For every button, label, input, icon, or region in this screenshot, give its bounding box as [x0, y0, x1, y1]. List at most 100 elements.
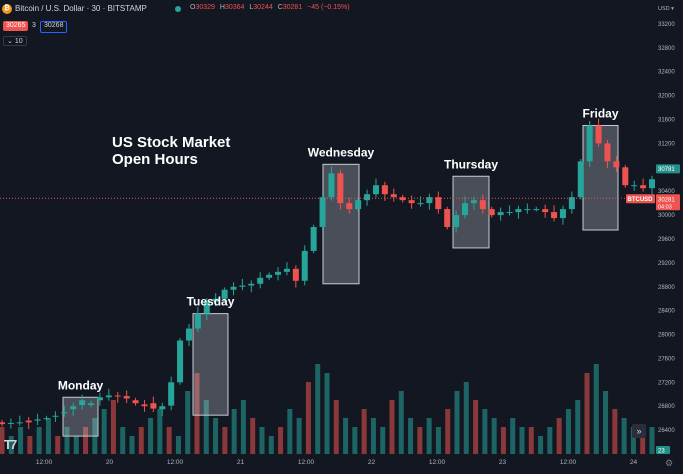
volume-bar	[203, 400, 209, 454]
volume-bar	[454, 391, 460, 454]
candle-body	[613, 161, 620, 168]
candle-body	[364, 194, 371, 201]
tradingview-logo: T7	[4, 437, 17, 452]
candle-body	[568, 197, 575, 210]
gear-icon[interactable]: ⚙	[665, 458, 674, 468]
session-label: Friday	[582, 106, 618, 120]
volume-bar	[380, 427, 386, 454]
candle-body	[0, 422, 5, 425]
y-tick-label: 30000	[658, 213, 675, 219]
candle-body	[622, 167, 629, 186]
candle-body	[453, 215, 460, 228]
other-price-badge	[656, 164, 680, 174]
volume-bar	[630, 427, 636, 454]
volume-bar	[8, 436, 14, 454]
candle-body	[515, 209, 522, 213]
last-price-label: 30281	[658, 197, 675, 203]
ohlc-readout: O30329 H30364 L30244 C30281 −45 (−0.15%)	[190, 4, 353, 11]
indicator-count: 10	[14, 38, 23, 45]
volume-bar	[64, 427, 70, 454]
high-value: 30364	[224, 4, 245, 11]
y-tick-label: 32000	[658, 94, 675, 100]
y-tick-label: 33200	[658, 22, 675, 28]
x-tick-label: 23	[499, 459, 507, 466]
candle-body	[141, 404, 148, 407]
candle-body	[150, 403, 157, 409]
candle-body	[408, 200, 415, 204]
last-price-badge	[656, 194, 680, 211]
candle-body	[444, 209, 451, 228]
volume-bar	[148, 418, 154, 454]
price-axis: USD ▾ 26400 26800 27200 27600 28000 28400 28800…	[658, 6, 675, 434]
y-tick-label: 29600	[658, 237, 675, 243]
high-key: H	[219, 4, 225, 11]
candle-body	[177, 340, 184, 383]
candle-body	[16, 422, 23, 424]
x-tick-label: 12:00	[560, 459, 577, 466]
volume-bar	[268, 436, 274, 454]
scroll-to-realtime-button[interactable]: »	[632, 424, 646, 438]
candle-body	[559, 209, 566, 219]
volume-bar	[361, 409, 367, 454]
low-key: L	[249, 4, 254, 11]
candle-body	[542, 209, 549, 213]
volume-bar	[352, 427, 358, 454]
candle-body	[551, 212, 558, 219]
volume-bar	[398, 391, 404, 454]
volume-bar	[36, 427, 42, 454]
candle-body	[52, 415, 59, 417]
bitcoin-icon: ₿	[2, 4, 12, 14]
candle-body	[586, 125, 593, 162]
volume-bar	[101, 409, 107, 454]
volume-bar	[120, 427, 126, 454]
candle-body	[328, 173, 335, 198]
volume-bar	[27, 436, 33, 454]
x-tick-label: 12:00	[167, 459, 184, 466]
candle-body	[524, 209, 531, 211]
candle-body	[123, 396, 130, 399]
candle-body	[168, 382, 175, 406]
volume-bar	[528, 427, 534, 454]
candle-body	[96, 397, 103, 401]
candle-body	[114, 395, 121, 397]
volume-bar	[129, 436, 135, 454]
candle-body	[105, 395, 112, 398]
x-tick-label: 12:00	[429, 459, 446, 466]
countdown-label: 04:03	[658, 204, 672, 210]
volume-bar	[175, 436, 181, 454]
volume-bar	[408, 418, 414, 454]
bid-price[interactable]: 30265	[3, 21, 29, 31]
candle-body	[462, 203, 469, 216]
candle-body	[470, 200, 477, 204]
candle-body	[79, 400, 86, 406]
candle-body	[426, 197, 433, 204]
symbol-title[interactable]: Bitcoin / U.S. Dollar · 30 · BITSTAMP	[15, 4, 147, 13]
other-price-label: 30781	[658, 167, 675, 173]
y-tick-label: 31200	[658, 141, 675, 147]
close-value: 30281	[282, 4, 303, 11]
annotations: Monday Tuesday Wednesday Thursday Friday US S…	[0, 106, 680, 455]
candle-body	[88, 403, 95, 406]
volume-bar	[538, 436, 544, 454]
candle-body	[355, 200, 362, 210]
volume-bar	[278, 427, 284, 454]
volume-bar	[500, 427, 506, 454]
symbol-badge	[626, 194, 655, 204]
volume-bar	[565, 409, 571, 454]
volume-bar	[435, 427, 441, 454]
y-tick-label: 32800	[658, 46, 675, 52]
candle-body	[488, 209, 495, 216]
candle-body	[248, 283, 255, 286]
ask-price[interactable]: 30268	[40, 21, 68, 33]
candle-body	[7, 422, 14, 424]
session-box	[192, 313, 229, 416]
x-tick-label: 12:00	[298, 459, 315, 466]
indicator-toggle[interactable]: ⌄ 10	[3, 36, 27, 46]
volume-bar	[482, 409, 488, 454]
volume-bar	[491, 418, 497, 454]
candle-body	[239, 285, 246, 287]
volume-bar	[584, 373, 590, 454]
volume-bar	[510, 418, 516, 454]
session-box	[452, 175, 490, 249]
